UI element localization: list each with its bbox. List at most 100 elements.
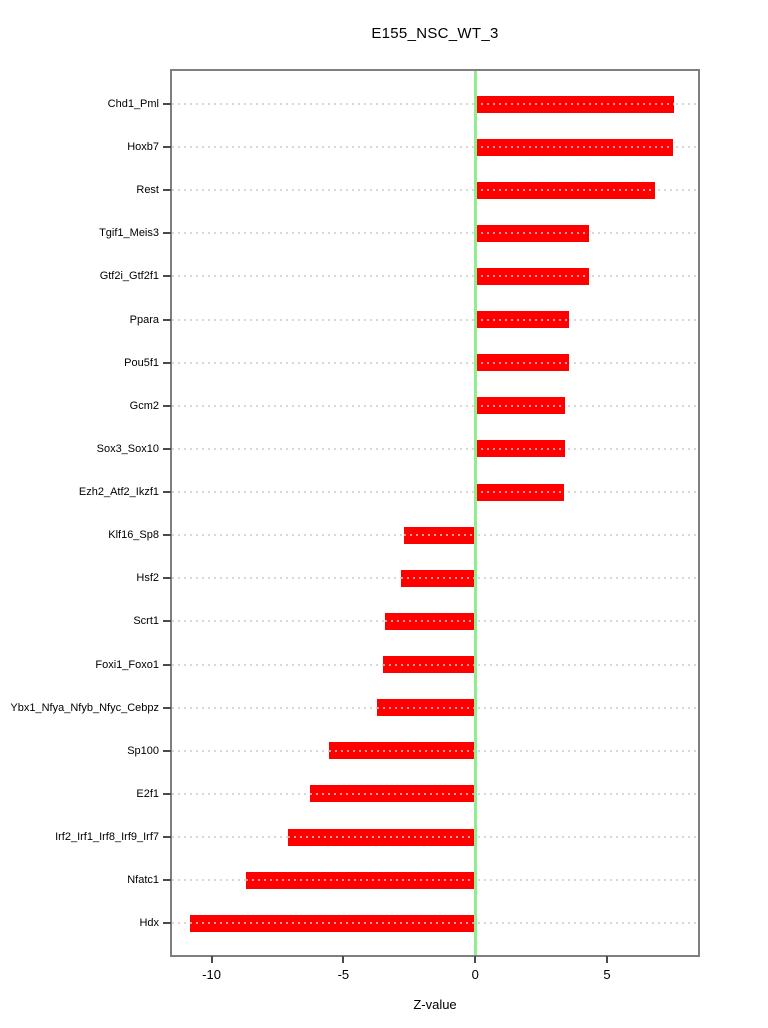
bar-grid-dots [404,534,476,537]
grid-line [172,318,698,321]
y-tick-label: Ezh2_Atf2_Ikzf1 [78,486,159,499]
bar-grid-dots [189,922,476,925]
y-tick [163,620,171,623]
y-tick-label: Irf2_Irf1_Irf8_Irf9_Irf7 [55,831,159,844]
bar-grid-dots [475,361,569,364]
y-tick-label: Hoxb7 [127,141,159,154]
grid-line [172,361,698,364]
y-tick-label: Hdx [139,917,159,930]
bar [404,526,476,544]
y-tick [163,706,171,709]
bar [377,699,476,717]
y-tick-label: Sp100 [127,744,159,757]
bar [475,95,675,113]
y-tick [163,491,171,494]
y-tick [163,922,171,925]
x-tick [210,956,213,963]
y-tick-label: Pou5f1 [124,356,159,369]
bar [475,181,656,199]
x-tick [606,956,609,963]
y-tick-label: Foxi1_Foxo1 [95,658,159,671]
bar-grid-dots [385,620,476,623]
grid-line [172,491,698,494]
y-tick-label: Scrt1 [133,615,159,628]
chart-title: E155_NSC_WT_3 [371,25,499,42]
x-tick-label: -10 [202,967,221,982]
bar-grid-dots [377,706,476,709]
bar-grid-dots [475,447,565,450]
y-tick-label: Ybx1_Nfya_Nfyb_Nfyc_Cebpz [10,701,159,714]
y-tick [163,749,171,752]
grid-line [172,447,698,450]
bar [475,483,565,501]
y-tick [163,232,171,235]
grid-line [172,189,698,192]
bar [309,785,476,803]
y-tick [163,275,171,278]
bar [189,914,476,932]
y-tick-label: Klf16_Sp8 [108,529,159,542]
y-tick [163,792,171,795]
y-tick-label: Gcm2 [129,399,159,412]
x-tick [342,956,345,963]
y-tick-label: Gtf2i_Gtf2f1 [99,270,159,283]
bar-grid-dots [475,146,674,149]
bar [475,138,674,156]
y-tick [163,447,171,450]
y-tick [163,404,171,407]
bar [383,656,476,674]
bar [475,440,565,458]
y-tick-label: E2f1 [136,787,159,800]
y-tick [163,318,171,321]
y-tick-label: Ppara [129,313,159,326]
bar-grid-dots [475,189,656,192]
y-tick-label: Sox3_Sox10 [96,442,159,455]
x-tick-label: 0 [471,967,479,982]
bar-grid-dots [401,577,476,580]
bar-grid-dots [475,275,589,278]
bar-grid-dots [288,836,476,839]
bar [245,871,476,889]
y-tick-label: Rest [136,184,159,197]
y-tick-label: Nfatc1 [127,874,159,887]
y-tick [163,361,171,364]
y-tick-label: Chd1_Pml [107,98,159,110]
grid-line [172,275,698,278]
bar-grid-dots [475,232,590,235]
bar [475,267,589,285]
bar-grid-dots [245,879,476,882]
bar-grid-dots [475,318,570,321]
y-tick [163,189,171,192]
y-tick [163,836,171,839]
bar [475,354,569,372]
bar [401,569,476,587]
bar [328,742,476,760]
bar-grid-dots [475,491,565,494]
bar-grid-dots [475,404,565,407]
x-tick-label: 5 [603,967,611,982]
y-tick-label: Hsf2 [136,572,159,585]
grid-line [172,146,698,149]
bar [385,612,476,630]
y-tick [163,879,171,882]
y-tick [163,146,171,149]
y-tick [163,663,171,666]
zero-line [474,71,478,955]
grid-line [172,103,698,105]
y-tick [163,103,171,105]
grid-line [172,404,698,407]
x-axis-label: Z-value [413,997,457,1012]
bar [475,224,590,242]
y-tick-label: Tgif1_Meis3 [99,227,159,240]
bar-grid-dots [475,103,675,105]
plot-area [170,69,700,957]
y-tick [163,577,171,580]
x-tick-label: -5 [337,967,350,982]
bar-grid-dots [309,792,476,795]
x-tick [474,956,477,963]
bar [475,397,565,415]
bar [475,311,570,329]
bar [288,828,476,846]
grid-line [172,232,698,235]
